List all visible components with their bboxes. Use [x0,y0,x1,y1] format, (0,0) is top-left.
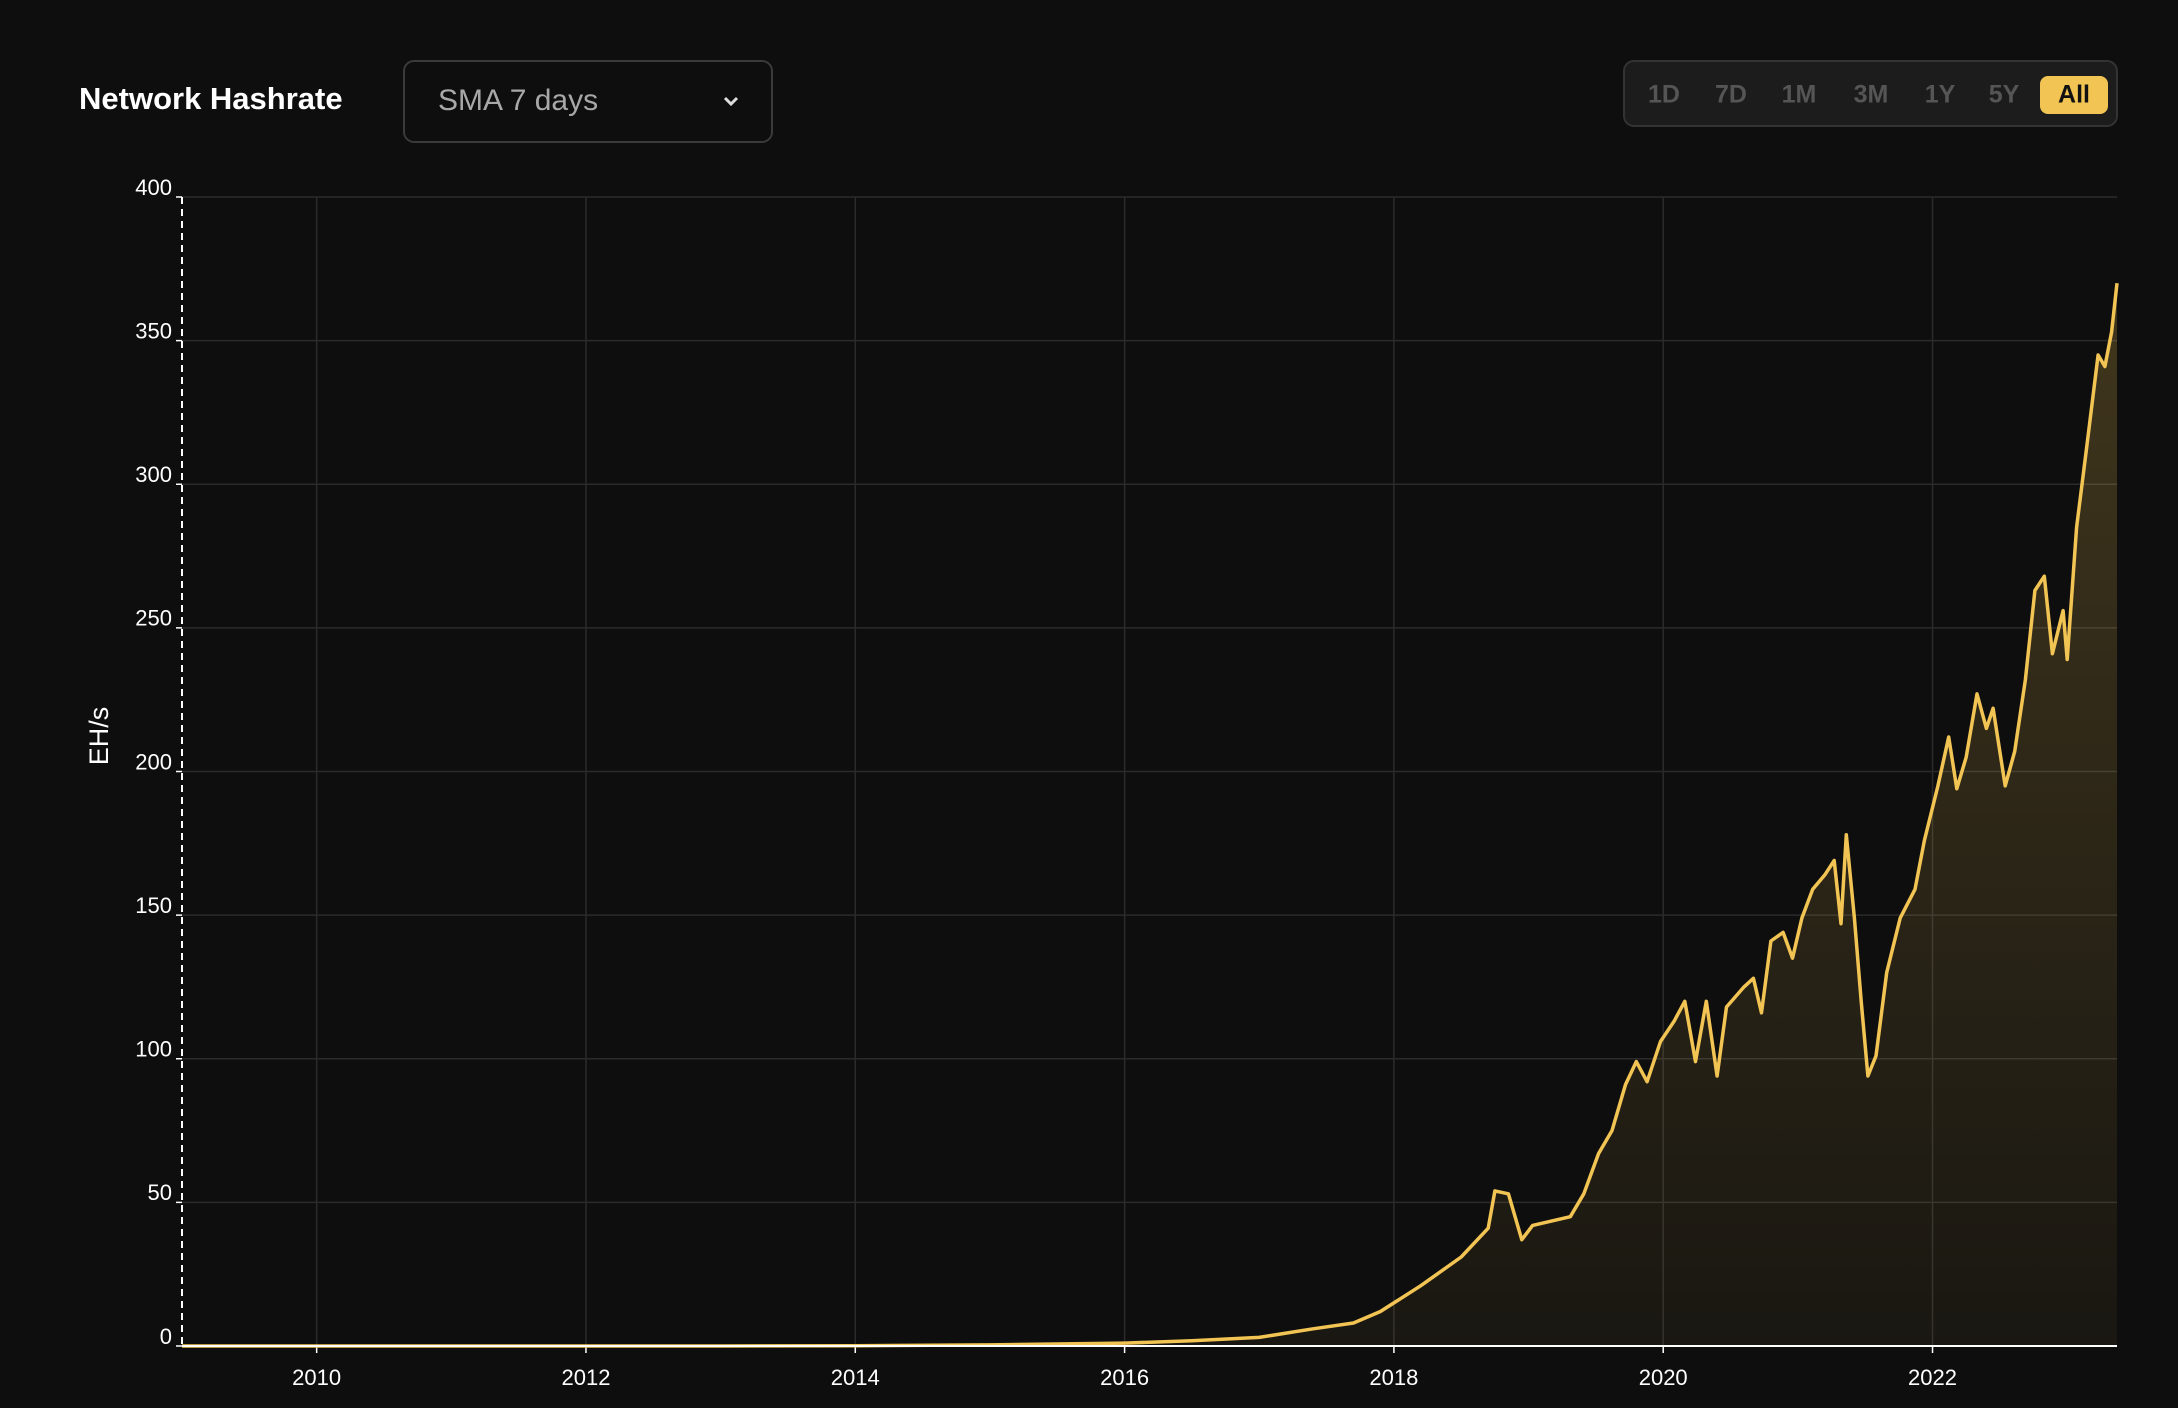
area-fill [182,283,2117,1347]
range-button[interactable]: 7D [1715,81,1747,109]
x-tick-label: 2022 [1908,1365,1957,1390]
y-tick-label: 250 [135,606,172,631]
y-tick-label: 350 [135,318,172,343]
y-tick-label: 50 [148,1180,172,1205]
dropdown-label[interactable]: SMA 7 days [438,84,598,117]
range-button[interactable]: 5Y [1989,81,2020,109]
y-tick-label: 100 [135,1037,172,1062]
range-group [1623,60,2118,127]
y-tick-label: 0 [160,1324,172,1349]
range-button[interactable]: All [2058,81,2090,109]
x-tick-label: 2012 [561,1365,610,1390]
y-tick-label: 150 [135,893,172,918]
dropdown-box[interactable] [403,60,773,143]
dropdown-chevron [723,96,739,107]
range-button[interactable]: 1Y [1925,81,1956,109]
y-tick-label: 400 [135,175,172,200]
range-button[interactable]: 1D [1648,81,1680,109]
chart-title: Network Hashrate [79,81,343,116]
range-button-active[interactable] [2040,76,2108,114]
y-axis-label: EH/s [84,707,114,766]
y-tick-label: 300 [135,462,172,487]
x-tick-label: 2020 [1639,1365,1688,1390]
dropdown[interactable]: SMA 7 days [403,60,773,143]
x-tick-label: 2010 [292,1365,341,1390]
x-tick-label: 2016 [1100,1365,1149,1390]
y-tick-label: 200 [135,749,172,774]
line [182,283,2119,1348]
range-button[interactable]: 1M [1782,81,1817,109]
x-tick-label: 2014 [831,1365,880,1390]
x-tick-label: 2018 [1369,1365,1418,1390]
range-button[interactable]: 3M [1854,81,1889,109]
